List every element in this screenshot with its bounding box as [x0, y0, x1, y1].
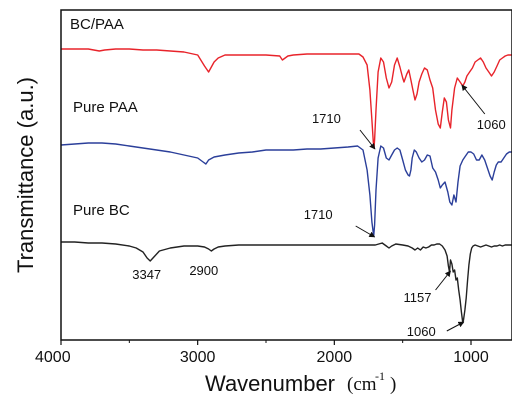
annotation-arrow-1060	[461, 84, 486, 115]
annotation-label-1710: 1710	[304, 207, 333, 222]
annotation-label-1060: 1060	[477, 117, 506, 132]
annotation-arrow-1710	[355, 225, 376, 238]
annotation-label-1157: 1157	[404, 290, 432, 305]
annotation-arrow-1157	[435, 270, 451, 291]
series-label-bc-paa: BC/PAA	[70, 16, 124, 33]
x-axis-title: Wavenumber	[205, 371, 335, 396]
plot-series-group	[60, 48, 512, 324]
plot-frame	[60, 9, 512, 341]
series-line-pure-paa	[60, 142, 512, 237]
x-axis-unit: (cm	[347, 374, 377, 395]
x-tick-label-4000: 4000	[35, 349, 71, 366]
y-axis-title: Transmittance (a.u.)	[13, 77, 38, 273]
x-tick-label-1000: 1000	[453, 349, 489, 366]
x-tick-label-3000: 3000	[180, 349, 216, 366]
annotation-label-3347: 3347	[132, 267, 161, 282]
x-tick-label-2000: 2000	[317, 349, 353, 366]
series-line-pure-bc	[61, 241, 512, 324]
annotation-label-1710: 1710	[312, 111, 341, 126]
annotation-label-2900: 2900	[189, 263, 218, 278]
annotation-label-1060: 1060	[407, 324, 436, 339]
x-axis-unit-superscript: -1	[375, 369, 385, 383]
series-labels: BC/PAA Pure PAA Pure BC	[70, 16, 138, 219]
annotation-arrow-1060	[446, 321, 465, 332]
annotation-arrow-1710	[359, 129, 376, 150]
x-axis-unit-close: )	[390, 374, 396, 395]
peak-annotations: 1710 1060 1710 3347 2900 1157 1060	[132, 84, 506, 339]
series-label-pure-bc: Pure BC	[73, 202, 130, 219]
series-label-pure-paa: Pure PAA	[73, 99, 138, 116]
series-line-bc-paa	[61, 48, 512, 149]
x-axis-ticks: 4000 3000 2000 1000	[35, 340, 489, 366]
